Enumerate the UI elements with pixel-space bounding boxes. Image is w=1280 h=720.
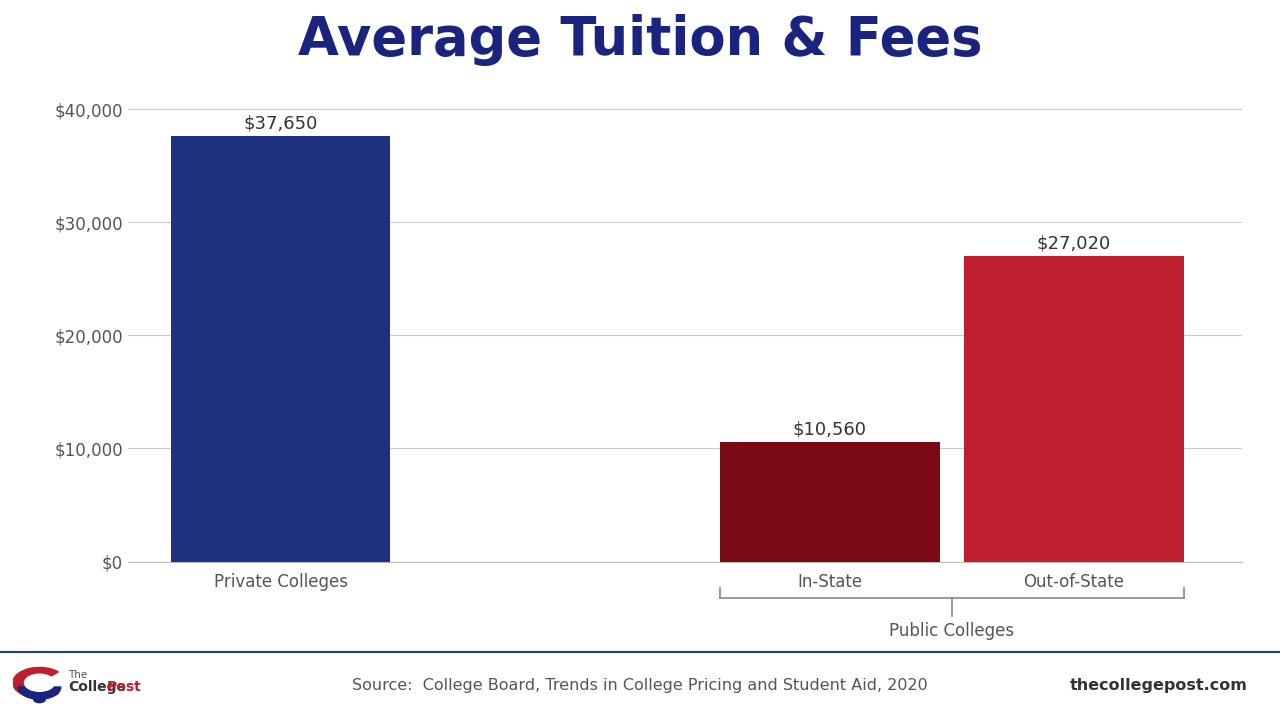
Text: College: College	[68, 680, 127, 694]
Circle shape	[24, 674, 54, 691]
Bar	[964, 256, 1184, 562]
Text: Public Colleges: Public Colleges	[890, 621, 1014, 639]
Text: $10,560: $10,560	[792, 420, 867, 438]
Text: Average Tuition & Fees: Average Tuition & Fees	[298, 14, 982, 66]
Text: Post: Post	[108, 680, 142, 694]
Circle shape	[33, 696, 45, 703]
Text: $37,650: $37,650	[243, 114, 317, 132]
Bar	[170, 135, 390, 562]
Bar	[719, 442, 940, 562]
Wedge shape	[18, 687, 61, 699]
Text: Source:  College Board, Trends in College Pricing and Student Aid, 2020: Source: College Board, Trends in College…	[352, 678, 928, 693]
Text: $27,020: $27,020	[1037, 235, 1111, 253]
Text: thecollegepost.com: thecollegepost.com	[1070, 678, 1248, 693]
Wedge shape	[13, 667, 59, 698]
Text: The: The	[68, 670, 87, 680]
